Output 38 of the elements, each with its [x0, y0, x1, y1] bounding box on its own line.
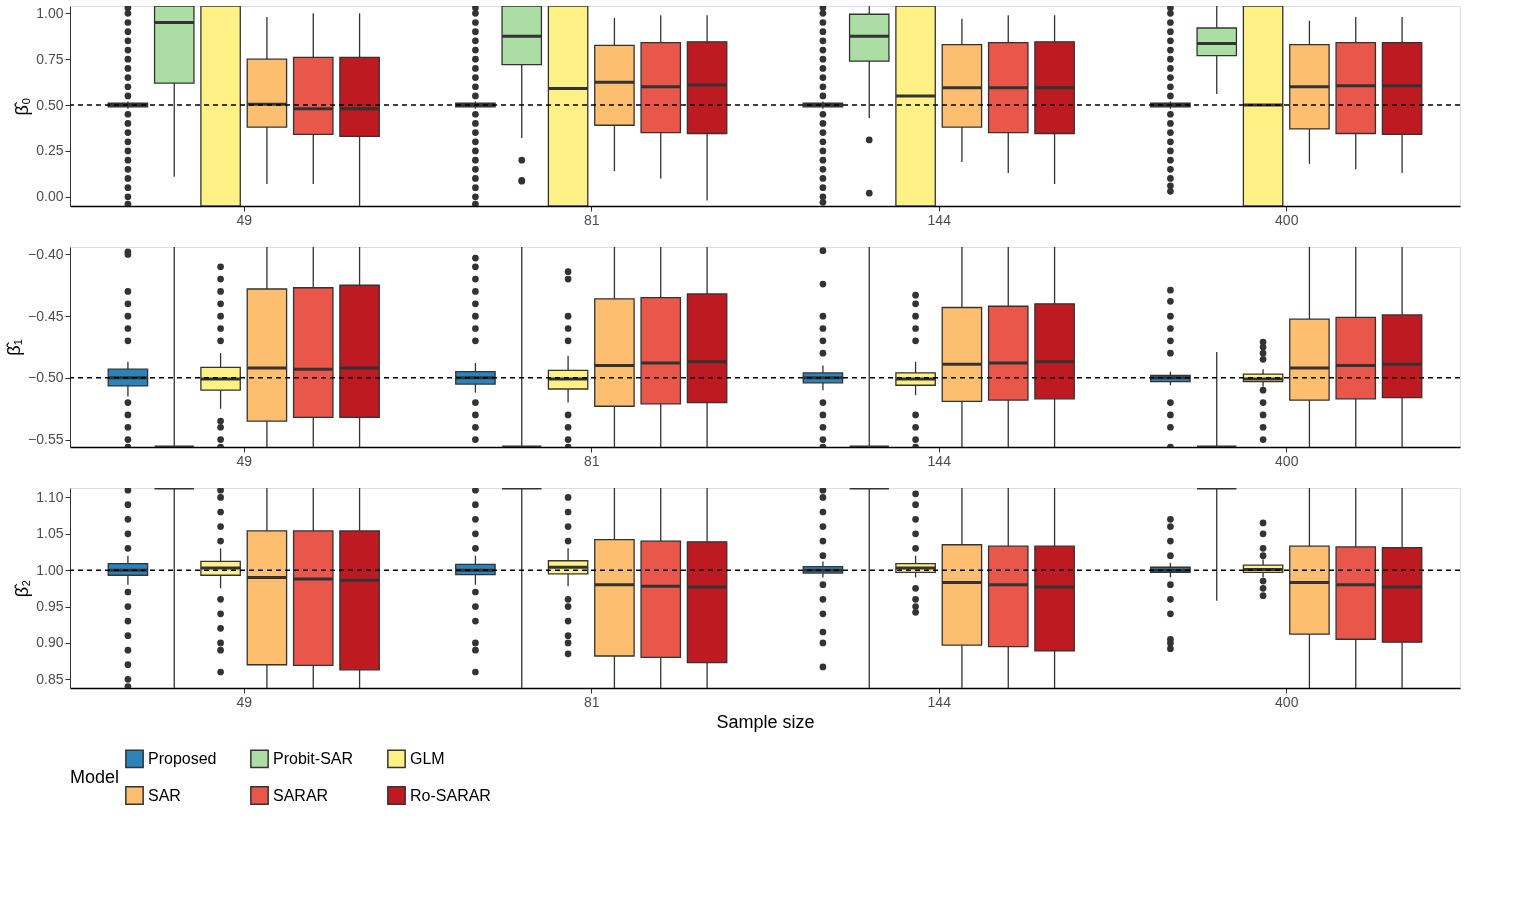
- y-tick-label: 1.00: [36, 4, 64, 21]
- y-tick-label: 1.05: [36, 525, 64, 542]
- x-tick-label: 400: [1275, 693, 1299, 710]
- legend-label: SAR: [148, 786, 181, 804]
- x-tick-label: 144: [927, 452, 952, 469]
- y-tick-label: 1.10: [36, 488, 64, 505]
- x-tick-label: 400: [1275, 211, 1299, 228]
- y-tick-label: 0.50: [36, 96, 64, 113]
- y-tick-label: 0.75: [36, 50, 64, 67]
- y-axis-title: β̂₀: [12, 97, 33, 116]
- y-tick-label: 0.25: [36, 142, 64, 159]
- y-tick-label: −0.40: [28, 245, 64, 262]
- y-tick-label: 0.00: [36, 188, 64, 205]
- y-tick-label: 0.85: [36, 670, 64, 687]
- x-tick-label: 81: [583, 452, 600, 469]
- x-tick-label: 49: [236, 693, 253, 710]
- legend-label: Probit-SAR: [273, 749, 354, 767]
- legend-label: SARAR: [273, 786, 329, 804]
- y-axis-title: β̂₁: [4, 339, 25, 356]
- legend-label: Proposed: [148, 749, 217, 767]
- x-tick-label: 400: [1275, 452, 1299, 469]
- y-tick-label: 0.95: [36, 598, 64, 615]
- x-tick-label: 49: [236, 452, 253, 469]
- x-tick-label: 144: [927, 211, 952, 228]
- legend-title: Model: [70, 767, 120, 787]
- y-tick-label: −0.55: [28, 431, 64, 448]
- x-tick-label: 49: [236, 211, 253, 228]
- legend-label: Ro-SARAR: [410, 786, 491, 804]
- x-tick-label: 81: [583, 693, 600, 710]
- legend-label: GLM: [410, 749, 445, 767]
- y-tick-label: 0.90: [36, 634, 64, 651]
- y-tick-label: 1.00: [36, 561, 64, 578]
- x-tick-label: 144: [927, 693, 952, 710]
- y-tick-label: −0.45: [28, 307, 64, 324]
- y-axis-title: β̂₂: [12, 579, 33, 598]
- x-tick-label: 81: [583, 211, 600, 228]
- y-tick-label: −0.50: [28, 369, 64, 386]
- x-axis-title: Sample size: [716, 711, 815, 732]
